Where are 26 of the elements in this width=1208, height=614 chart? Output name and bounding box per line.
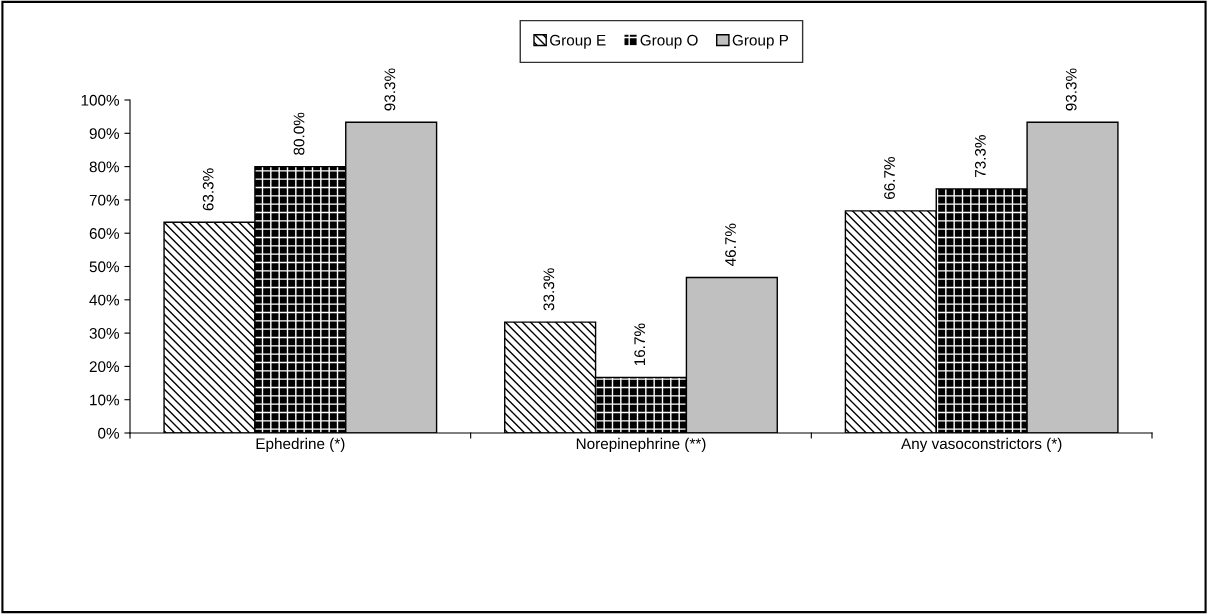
x-tick-label: Norepinephrine (**) bbox=[576, 437, 706, 453]
y-tick-label: 40% bbox=[89, 294, 120, 306]
data-label: 73.3% bbox=[974, 135, 986, 178]
y-tick-label: 50% bbox=[89, 261, 120, 273]
y-tick-label: 0% bbox=[98, 427, 120, 439]
legend-label: Group P bbox=[732, 34, 789, 49]
data-label: 80.0% bbox=[293, 112, 305, 155]
y-tick-label: 100% bbox=[81, 94, 120, 106]
y-tick-label: 90% bbox=[89, 128, 120, 139]
x-tick-label: Any vasoconstrictors (*) bbox=[901, 437, 1062, 453]
data-label: 33.3% bbox=[543, 268, 555, 311]
y-tick-label: 60% bbox=[89, 228, 120, 239]
legend-label: Group O bbox=[640, 34, 698, 49]
data-label: 46.7% bbox=[725, 223, 736, 267]
x-tick-label: Ephedrine (*) bbox=[256, 437, 345, 453]
data-label: 66.7% bbox=[884, 157, 895, 199]
y-tick-label: 70% bbox=[89, 194, 120, 206]
data-label: 93.3% bbox=[1065, 68, 1077, 111]
y-tick-label: 80% bbox=[89, 161, 120, 173]
data-label: 63.3% bbox=[202, 168, 214, 211]
y-tick-label: 30% bbox=[89, 327, 120, 339]
data-label: 16.7% bbox=[634, 323, 646, 366]
y-tick-label: 20% bbox=[89, 361, 120, 373]
data-label: 93.3% bbox=[384, 68, 396, 111]
legend-label: Group E bbox=[550, 34, 606, 49]
y-tick-label: 10% bbox=[90, 394, 120, 406]
